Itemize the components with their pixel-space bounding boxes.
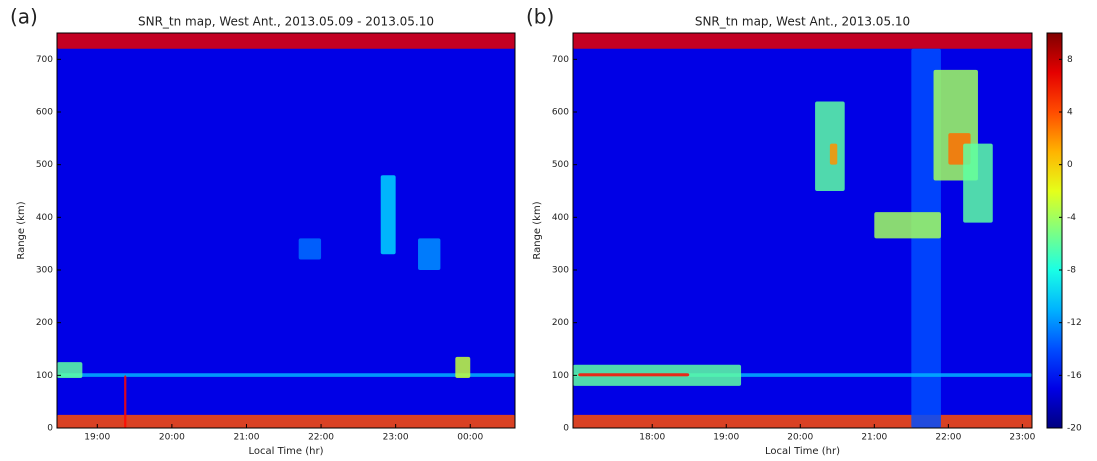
plot-frame xyxy=(572,32,1033,429)
y-tick-label: 300 xyxy=(552,266,569,276)
x-axis-label: Local Time (hr) xyxy=(765,446,840,457)
y-tick-label: 500 xyxy=(552,160,569,170)
colorbar-tick-label: -12 xyxy=(1067,318,1082,328)
chart-title: SNR_tn map, West Ant., 2013.05.10 xyxy=(695,15,910,29)
echo-region xyxy=(829,143,838,165)
x-axis-label: Local Time (hr) xyxy=(249,446,324,457)
heatmap-background xyxy=(57,33,515,428)
y-tick-label: 200 xyxy=(552,318,569,328)
echo-region xyxy=(963,143,993,223)
y-tick-label: 700 xyxy=(552,55,569,65)
y-tick-label: 500 xyxy=(36,160,53,170)
echo-region xyxy=(578,373,690,377)
y-tick-label: 600 xyxy=(36,108,53,118)
colorbar-tick-label: -8 xyxy=(1067,266,1076,276)
echo-region xyxy=(124,375,127,428)
x-tick-label: 21:00 xyxy=(861,433,887,443)
colorbar-tick-label: -16 xyxy=(1067,371,1082,381)
y-axis-label: Range (km) xyxy=(16,201,27,259)
y-tick-label: 200 xyxy=(36,318,53,328)
echo-region xyxy=(57,33,515,49)
echo-region xyxy=(455,356,471,378)
colorbar-tick-label: 0 xyxy=(1067,160,1073,170)
echo-region xyxy=(380,175,396,255)
x-tick-label: 21:00 xyxy=(233,433,259,443)
y-tick-label: 0 xyxy=(47,424,53,434)
colorbar xyxy=(1046,32,1063,429)
y-tick-label: 0 xyxy=(563,424,569,434)
echo-region xyxy=(573,33,1032,49)
y-tick-label: 300 xyxy=(36,266,53,276)
y-tick-label: 400 xyxy=(552,213,569,223)
x-tick-label: 20:00 xyxy=(787,433,813,443)
echo-region xyxy=(57,373,515,377)
echo-region xyxy=(573,414,1032,428)
x-tick-label: 00:00 xyxy=(457,433,483,443)
x-tick-label: 23:00 xyxy=(383,433,409,443)
x-tick-label: 22:00 xyxy=(308,433,334,443)
echo-region xyxy=(57,362,83,378)
y-tick-label: 400 xyxy=(36,213,53,223)
colorbar-tick-label: -4 xyxy=(1067,213,1076,223)
x-tick-label: 18:00 xyxy=(639,433,665,443)
y-tick-label: 100 xyxy=(36,371,53,381)
echo-region xyxy=(418,238,441,270)
colorbar-tick-label: 4 xyxy=(1067,108,1073,118)
colorbar-tick-label: 8 xyxy=(1067,55,1073,65)
panel-label: (b) xyxy=(526,5,554,29)
y-tick-label: 100 xyxy=(552,371,569,381)
panel-label: (a) xyxy=(10,5,38,29)
x-tick-label: 19:00 xyxy=(84,433,110,443)
plot-frame xyxy=(56,32,516,429)
echo-region xyxy=(298,238,322,260)
x-tick-label: 22:00 xyxy=(935,433,961,443)
echo-region xyxy=(874,212,941,239)
chart-title: SNR_tn map, West Ant., 2013.05.09 - 2013… xyxy=(138,15,434,29)
colorbar-tick-label: -20 xyxy=(1067,424,1082,434)
y-tick-label: 700 xyxy=(36,55,53,65)
x-tick-label: 23:00 xyxy=(1009,433,1035,443)
x-tick-label: 19:00 xyxy=(713,433,739,443)
x-tick-label: 20:00 xyxy=(159,433,185,443)
y-axis-label: Range (km) xyxy=(532,201,543,259)
y-tick-label: 600 xyxy=(552,108,569,118)
